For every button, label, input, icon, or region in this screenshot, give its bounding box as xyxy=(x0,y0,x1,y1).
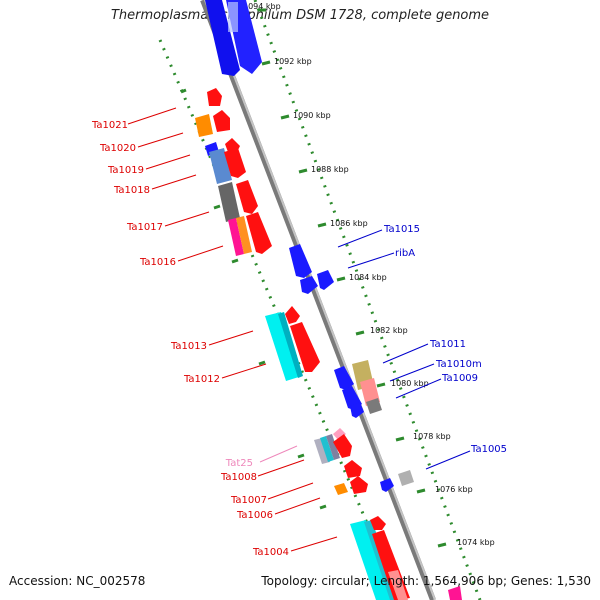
gene-box xyxy=(334,483,348,495)
kbp-tick-label: 1086 kbp xyxy=(330,219,368,228)
gene-label-ta1006: Ta1006 xyxy=(236,510,273,521)
kbp-tick: 1078 kbp xyxy=(395,432,451,442)
gene-label-riba: ribA xyxy=(395,248,415,259)
gene-arrow xyxy=(285,306,300,324)
right-leader-lines xyxy=(337,229,471,470)
gene-label-ta1021: Ta1021 xyxy=(91,120,128,131)
kbp-tick: 1094 kbp xyxy=(243,2,281,12)
left-leader-lines xyxy=(127,107,338,552)
inner-major-tick xyxy=(319,504,327,510)
gene-arrow xyxy=(224,148,246,178)
gene-label-tat25: Tat25 xyxy=(225,458,253,469)
gene-label-ta1010m: Ta1010m xyxy=(435,359,482,370)
gene-label-ta1019: Ta1019 xyxy=(107,165,144,176)
gene-label-ta1012: Ta1012 xyxy=(183,374,220,385)
kbp-tick: 1092 kbp xyxy=(261,57,312,66)
inner-major-tick xyxy=(297,453,305,459)
gene-label-ta1008: Ta1008 xyxy=(220,472,257,483)
kbp-tick-label: 1078 kbp xyxy=(413,432,451,441)
genome-summary-text: Topology: circular; Length: 1,564,906 bp… xyxy=(261,574,591,588)
gene-arrow xyxy=(317,270,334,290)
accession-text: Accession: NC_002578 xyxy=(9,574,146,588)
kbp-tick-label: 1084 kbp xyxy=(349,273,387,282)
kbp-tick-label: 1090 kbp xyxy=(293,111,331,120)
gene-box xyxy=(236,216,252,254)
gene-label-ta1016: Ta1016 xyxy=(139,257,176,268)
kbp-tick-label: 1088 kbp xyxy=(311,165,349,174)
gene-label-ta1015: Ta1015 xyxy=(383,224,420,235)
outer-scale-line xyxy=(253,0,482,600)
kbp-tick: 1084 kbp xyxy=(336,273,387,282)
kbp-tick-label: 1094 kbp xyxy=(243,2,281,11)
gene-arrow xyxy=(289,244,312,278)
inner-major-tick xyxy=(258,360,266,366)
kbp-tick: 1080 kbp xyxy=(376,379,429,388)
gene-box xyxy=(320,436,334,462)
kbp-tick-label: 1080 kbp xyxy=(391,379,429,388)
inner-major-tick xyxy=(180,88,187,94)
kbp-tick: 1090 kbp xyxy=(280,111,331,120)
inner-major-tick xyxy=(231,258,239,264)
gene-arrow xyxy=(380,478,394,492)
gene-arrow xyxy=(334,366,354,390)
gene-box xyxy=(228,218,244,256)
gene-box xyxy=(398,470,414,486)
kbp-tick-label: 1092 kbp xyxy=(274,57,312,66)
trna-mark xyxy=(333,428,346,440)
kbp-tick-label: 1076 kbp xyxy=(435,485,473,494)
gene-box xyxy=(350,520,392,600)
genome-backbone xyxy=(200,0,436,600)
left-gene-labels: Ta1021 Ta1020 Ta1019 Ta1018 Ta1017 Ta101… xyxy=(91,120,289,558)
gene-box xyxy=(265,312,302,381)
gene-box xyxy=(218,182,240,222)
gene-box xyxy=(326,434,340,460)
gene-box xyxy=(195,114,213,137)
right-gene-labels: Ta1015 ribA Ta1011 Ta1010m Ta1009 Ta1005 xyxy=(383,224,507,455)
gene-arrow xyxy=(236,180,258,214)
kbp-tick: 1082 kbp xyxy=(355,326,408,336)
backbone-line xyxy=(200,0,436,600)
kbp-tick-label: 1074 kbp xyxy=(457,538,495,547)
kbp-tick: 1076 kbp xyxy=(416,485,473,494)
gene-arrow xyxy=(300,276,318,294)
gene-features xyxy=(195,0,462,600)
gene-label-ta1005: Ta1005 xyxy=(470,444,507,455)
gene-box xyxy=(314,438,330,464)
kbp-ticks: 1094 kbp 1092 kbp 1090 kbp 1088 kbp 1086… xyxy=(243,2,495,548)
gene-arrow xyxy=(290,322,320,372)
kbp-tick: 1088 kbp xyxy=(298,165,349,174)
gene-label-ta1020: Ta1020 xyxy=(99,143,136,154)
scale-lines xyxy=(158,0,482,600)
gene-box xyxy=(448,586,462,600)
gene-label-ta1004: Ta1004 xyxy=(252,547,289,558)
trna-leader-line xyxy=(259,445,298,463)
gene-label-ta1009: Ta1009 xyxy=(441,373,478,384)
kbp-tick: 1074 kbp xyxy=(437,538,495,548)
gene-arrow xyxy=(207,88,222,106)
gene-label-ta1018: Ta1018 xyxy=(113,185,150,196)
gene-arrow xyxy=(246,212,272,254)
gene-arrow xyxy=(350,402,364,418)
gene-arrow xyxy=(213,110,230,132)
gene-label-ta1007: Ta1007 xyxy=(230,495,267,506)
gene-highlight xyxy=(228,2,238,32)
gene-arrow xyxy=(350,476,368,494)
kbp-tick-label: 1082 kbp xyxy=(370,326,408,335)
gene-label-ta1011: Ta1011 xyxy=(429,339,466,350)
inner-major-tick xyxy=(213,204,221,210)
gene-label-ta1013: Ta1013 xyxy=(170,341,207,352)
gene-arrow xyxy=(205,0,240,76)
backbone-highlight xyxy=(204,0,436,600)
gene-box xyxy=(388,570,408,600)
gene-box xyxy=(366,398,382,414)
gene-arrow xyxy=(344,460,362,478)
gene-arrow xyxy=(333,434,352,458)
gene-arrow xyxy=(370,516,386,530)
gene-label-ta1017: Ta1017 xyxy=(126,222,163,233)
kbp-tick: 1086 kbp xyxy=(317,219,368,228)
gene-box xyxy=(278,312,303,378)
